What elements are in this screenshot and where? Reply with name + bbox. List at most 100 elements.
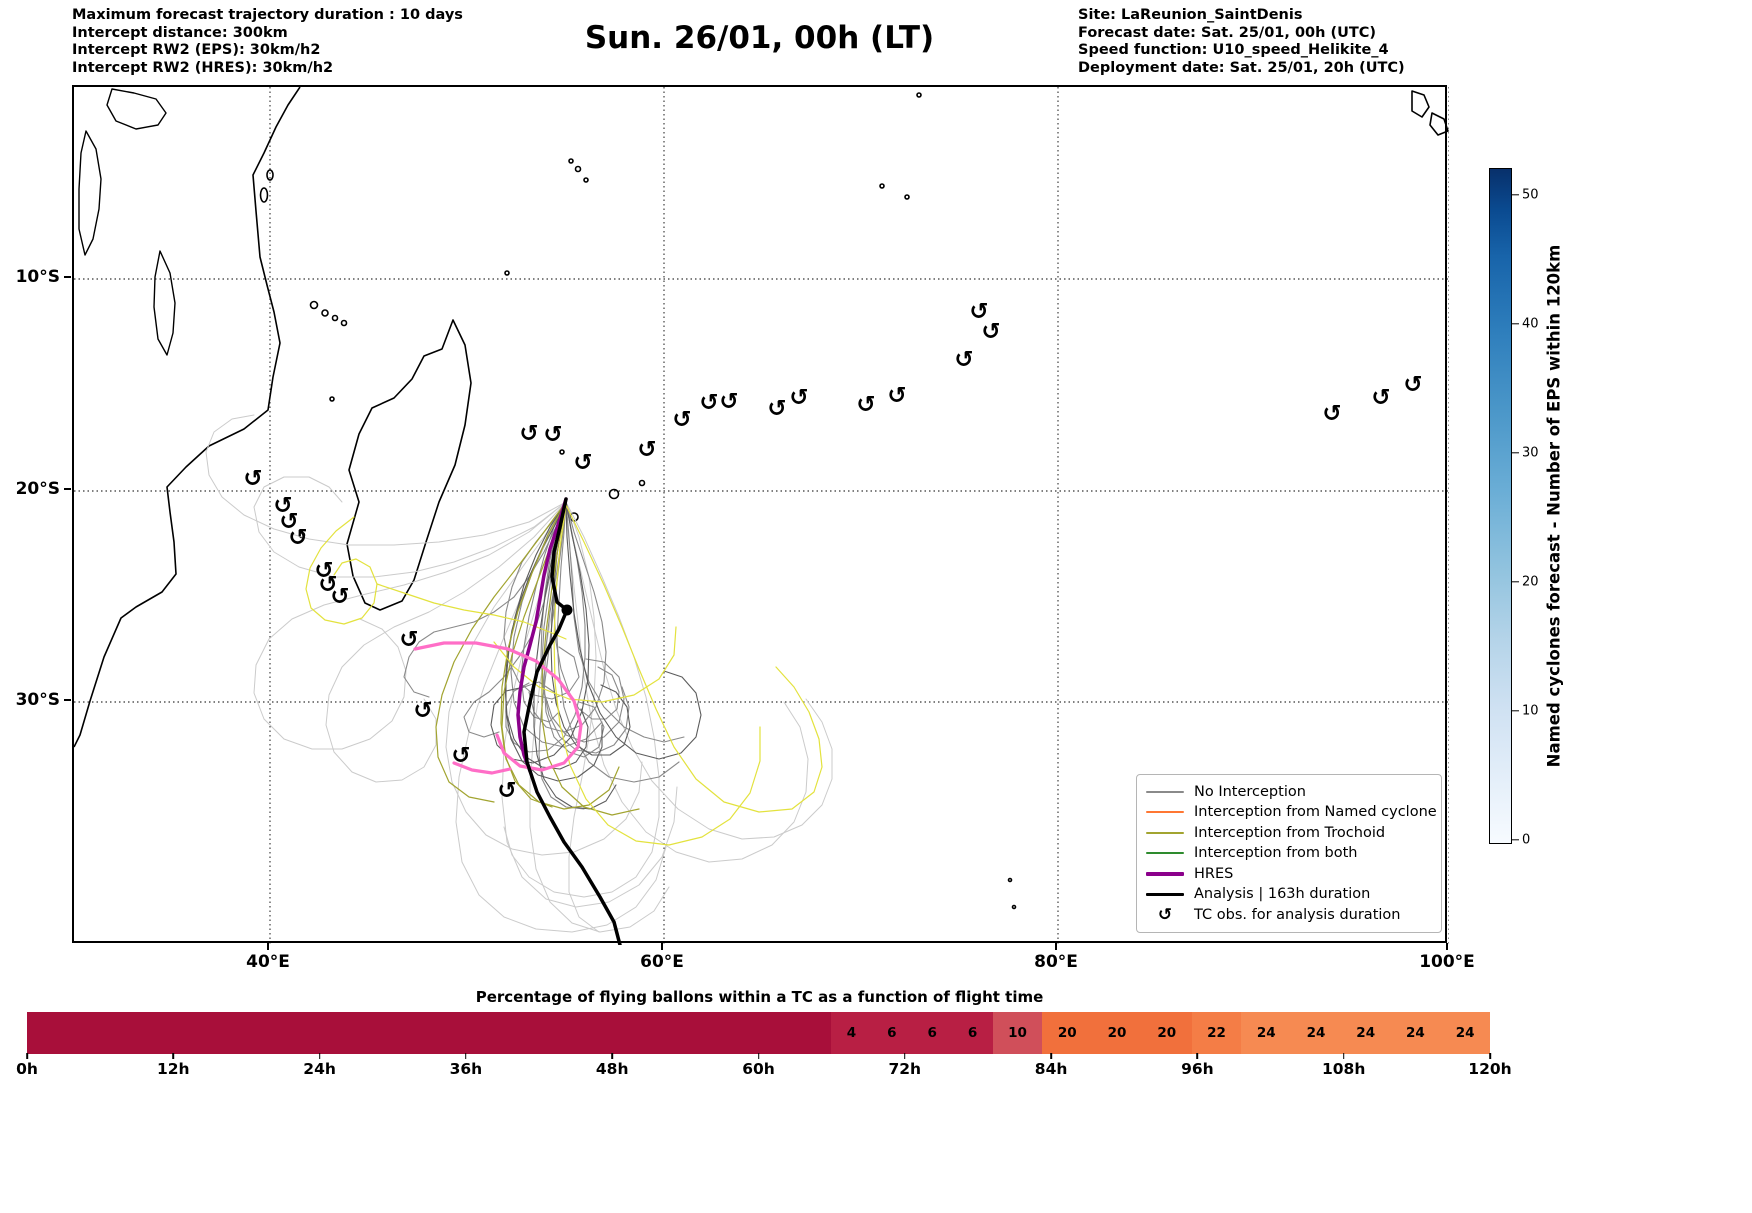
legend-line-swatch (1146, 831, 1184, 834)
trajectory-line (253, 501, 567, 750)
legend-item: HRES (1146, 864, 1432, 885)
trajectory-line (528, 501, 607, 733)
map-canvas: ↺↺↺↺↺↺↺↺↺↺↺↺ ↺↺ ↺↺↺ ↺ ↺ ↺ ↺ ↺↺↺↺↺↺ ↺ (74, 87, 1449, 945)
info-line-speed-function: Speed function: U10_speed_Helikite_4 (1078, 42, 1389, 58)
colorbar-tick-mark (1512, 323, 1519, 325)
legend-line-swatch (1146, 790, 1184, 793)
island-corner-2 (1429, 112, 1449, 136)
time-tick-label: 24h (303, 1060, 336, 1078)
tc-obs-symbol: ↺ (519, 421, 538, 447)
tc-obs-symbol: ↺ (767, 396, 786, 422)
map-plot: ↺ ↺ ↺ ↺ ↺ ↺ ↺ ↺ ↺ ↺ ↺ ↺ ↺ ↺ ↺ ↺ ↺ ↺ ↺ ↺ ↺ ↺ ↺ ↺ ↺ ↺ ↺ ↺ No Intercep… (72, 85, 1449, 945)
balloon-bar-segment: 20 (1141, 1012, 1192, 1054)
colorbar-tick-mark (1512, 194, 1519, 196)
trajectory-line (516, 497, 568, 773)
tc-obs-symbol: ↺ (1371, 385, 1390, 411)
lon-tick-label: 40°E (246, 952, 290, 972)
trajectory-line (445, 501, 643, 856)
colorbar-tick-label: 30 (1522, 445, 1539, 461)
time-tick-label: 36h (449, 1060, 483, 1078)
island-tromelin (559, 449, 565, 455)
trajectory-line (522, 497, 622, 945)
island-comoros-4 (340, 319, 348, 327)
tc-obs-symbol: ↺ (969, 299, 988, 325)
balloon-bar-segment: 24 (1241, 1012, 1292, 1054)
coastline-layer (74, 87, 1449, 910)
time-tick-label: 108h (1321, 1060, 1366, 1078)
time-tick-mark (26, 1053, 28, 1059)
trajectory-line (503, 501, 660, 898)
time-tick-mark (1342, 1053, 1345, 1059)
island-seychelles-1 (568, 158, 574, 164)
tc-obs-symbol: ↺ (573, 450, 592, 476)
grid-layer (74, 87, 1449, 945)
legend-line-swatch (1146, 852, 1184, 855)
trajectory-line (540, 501, 630, 754)
legend-line (1146, 790, 1184, 793)
legend-line-swatch (1146, 872, 1184, 876)
balloon-bar-segment: 24 (1390, 1012, 1441, 1054)
legend-item: Interception from both (1146, 843, 1432, 864)
tc-obs-layer: ↺↺↺↺↺↺↺↺↺↺↺↺ ↺↺ ↺↺↺ ↺ ↺ ↺ ↺ ↺↺↺↺↺↺ ↺ (243, 299, 1422, 804)
trajectory-line (490, 501, 590, 764)
tc-obs-symbol: ↺ (497, 778, 516, 804)
colorbar-tick-mark (1512, 710, 1519, 712)
lon-tick-mark (267, 943, 269, 950)
info-line-deployment-date: Deployment date: Sat. 25/01, 20h (UTC) (1078, 59, 1405, 76)
time-tick-mark (1196, 1053, 1199, 1059)
time-tick-mark (465, 1053, 467, 1059)
forecast-params: Maximum forecast trajectory duration : 1… (72, 7, 463, 77)
trajectory-line (325, 501, 567, 783)
colorbar-tick-label: 50 (1522, 187, 1539, 203)
island-corner-1 (1411, 90, 1430, 118)
trajectory-line (500, 501, 567, 808)
tc-obs-symbol: ↺ (413, 698, 432, 724)
time-tick-label: 0h (16, 1060, 38, 1078)
colorbar-label: Named cyclones forecast - Number of EPS … (1544, 244, 1564, 768)
island-speck-2 (904, 194, 910, 200)
site-info: Site: LaReunion_SaintDenis Forecast date… (1078, 7, 1405, 77)
legend-line (1146, 892, 1184, 896)
analysis-position-dot (561, 604, 573, 616)
trajectory-line (435, 501, 567, 803)
legend-label: No Interception (1194, 783, 1306, 800)
trajectory-line (413, 641, 583, 772)
balloon-bar-segment: 24 (1340, 1012, 1391, 1054)
legend-line-swatch (1146, 892, 1184, 896)
island-pemba (266, 169, 274, 181)
time-tick-mark (1050, 1053, 1052, 1059)
balloon-bar-segment: 4 (831, 1012, 872, 1054)
lat-tick-mark (64, 488, 71, 490)
trajectory-line (565, 501, 809, 863)
param-line-duration: Maximum forecast trajectory duration : 1… (72, 7, 463, 23)
legend-label: TC obs. for analysis duration (1194, 906, 1401, 923)
lake-tanganyika (78, 130, 102, 256)
balloon-bar-segment: 22 (1191, 1012, 1242, 1054)
trajectory-line (541, 501, 640, 816)
colorbar-tick-mark (1512, 581, 1519, 583)
balloon-bar-segment: 24 (1440, 1012, 1491, 1054)
tc-obs-symbol: ↺ (314, 558, 333, 584)
tc-obs-symbol: ↺ (856, 392, 875, 418)
time-tick-mark (172, 1053, 175, 1059)
island-speck-1 (879, 183, 885, 189)
legend-item: Analysis | 163h duration (1146, 884, 1432, 905)
colorbar-tick-label: 10 (1522, 703, 1539, 719)
trajectory-line (452, 761, 512, 775)
lon-tick-mark (1055, 943, 1057, 950)
tc-obs-symbol: ↺ (719, 389, 738, 415)
tc-obs-symbol: ↺ (699, 390, 718, 416)
island-zanzibar (259, 187, 269, 203)
info-line-site: Site: LaReunion_SaintDenis (1078, 7, 1303, 23)
island-rodrigues (638, 479, 646, 487)
legend-label: Analysis | 163h duration (1194, 886, 1371, 903)
time-tick-mark (757, 1053, 760, 1059)
island-comoros-1 (309, 300, 319, 310)
param-line-distance: Intercept distance: 300km (72, 24, 288, 41)
info-line-forecast-date: Forecast date: Sat. 25/01, 00h (UTC) (1078, 24, 1377, 41)
param-line-rw2-eps: Intercept RW2 (EPS): 30km/h2 (72, 42, 321, 58)
tc-obs-symbol: ↺ (318, 572, 337, 598)
trajectory-line (305, 516, 378, 625)
tc-obs-legend-icon: ↺ (1157, 904, 1173, 925)
coastline-africa (74, 87, 301, 748)
